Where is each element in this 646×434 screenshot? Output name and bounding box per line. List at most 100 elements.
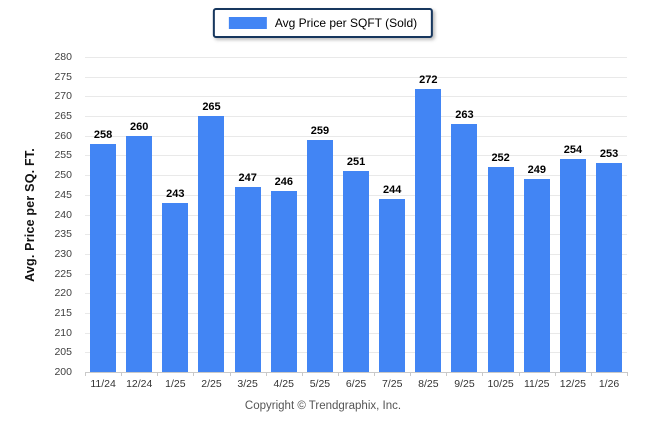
gridline	[85, 76, 627, 78]
bar-11/25	[523, 179, 550, 372]
bar-value-label: 253	[599, 148, 619, 161]
y-tick-label: 215	[54, 306, 72, 319]
gridline	[85, 155, 627, 157]
legend-swatch-icon	[228, 17, 267, 29]
x-axis-tick-labels: 11/24 12/24 1/25 2/25 3/25 4/25 5/25 6/25 7/25 8/…	[85, 378, 627, 390]
x-axis-tickmark	[518, 372, 520, 376]
bar-series: 258 260 243 265 247 246 259 251 244 272 263 252 249 2…	[85, 57, 627, 372]
bar-value-label: 272	[419, 73, 438, 86]
x-axis-tickmark	[193, 372, 195, 376]
bar-7/25	[379, 198, 406, 372]
bar-value-label: 254	[563, 144, 583, 157]
y-tick-label: 230	[54, 247, 72, 260]
x-axis-tickmark	[482, 372, 484, 376]
legend-label: Avg Price per SQFT (Sold)	[274, 16, 418, 30]
y-tick-label: 235	[54, 228, 72, 241]
y-tick-label: 240	[54, 208, 72, 221]
bar-11/24	[90, 143, 117, 372]
x-tick-label: 11/24	[90, 378, 116, 390]
x-tick-label: 11/25	[524, 378, 550, 390]
y-tick-label: 200	[54, 366, 72, 378]
bar-4/25	[270, 190, 297, 372]
y-tick-label: 250	[54, 169, 72, 182]
bar-slot: 249	[519, 57, 555, 372]
bar-slot: 244	[374, 57, 410, 372]
bar-value-label: 260	[130, 120, 149, 133]
x-tick-label: 3/25	[237, 378, 258, 390]
bar-value-label: 244	[383, 183, 402, 196]
y-tick-label: 205	[54, 346, 72, 359]
bar-value-label: 249	[527, 164, 546, 177]
y-tick-label: 225	[54, 267, 72, 280]
bar-value-label: 265	[202, 101, 221, 114]
x-axis-tickmark	[121, 372, 123, 376]
gridline	[85, 96, 627, 98]
bar-12/24	[126, 135, 153, 372]
x-tick-label: 12/25	[559, 378, 587, 390]
x-axis-tickmark	[229, 372, 231, 376]
bar-3/25	[234, 186, 261, 372]
bar-2/25	[198, 116, 225, 372]
y-tick-label: 260	[54, 129, 72, 142]
x-axis-tickmark	[374, 372, 376, 376]
bar-1/25	[162, 202, 189, 372]
x-tick-label: 10/25	[487, 378, 514, 390]
bar-value-label: 252	[491, 152, 510, 165]
y-tick-label: 275	[54, 70, 72, 83]
x-axis-tickmark	[410, 372, 412, 376]
bar-10/25	[487, 167, 514, 372]
bar-slot: 259	[302, 57, 338, 372]
x-tick-label: 12/24	[126, 378, 153, 390]
bar-12/25	[559, 159, 586, 372]
copyright-text: Copyright © Trendgraphix, Inc.	[244, 400, 402, 412]
bar-slot: 246	[266, 57, 302, 372]
x-tick-label: 7/25	[381, 378, 403, 390]
x-axis-tickmark	[554, 372, 556, 376]
bar-value-label: 247	[238, 171, 257, 184]
bar-5/25	[306, 139, 333, 372]
bar-value-label: 263	[455, 108, 474, 121]
bar-slot: 251	[338, 57, 374, 372]
bar-slot: 247	[230, 57, 266, 372]
bar-slot: 263	[446, 57, 482, 372]
y-tick-label: 220	[54, 287, 72, 300]
y-tick-label: 280	[54, 51, 72, 63]
bar-slot: 243	[157, 57, 193, 372]
x-tick-label: 8/25	[418, 378, 439, 390]
gridline	[85, 116, 627, 118]
x-axis-tickmark	[157, 372, 159, 376]
x-axis-tickmark	[85, 372, 86, 376]
x-tick-label: 9/25	[454, 378, 475, 390]
bar-value-label: 251	[346, 156, 366, 169]
x-tick-label: 5/25	[309, 378, 331, 390]
y-tick-label: 245	[54, 188, 72, 201]
y-axis-tick-labels: 280 275 270 265 260 255 250 245 240 235 230 225 220 2…	[0, 51, 78, 378]
gridline	[85, 135, 627, 137]
gridline	[85, 57, 627, 58]
x-axis-line	[85, 372, 627, 373]
y-tick-label: 210	[54, 326, 72, 339]
x-axis-tickmark	[627, 372, 628, 376]
bar-value-label: 259	[310, 124, 330, 137]
bar-8/25	[415, 88, 442, 372]
bar-9/25	[451, 123, 478, 372]
x-axis-tickmark	[301, 372, 303, 376]
y-tick-label: 255	[54, 149, 72, 162]
x-axis-tickmark	[265, 372, 267, 376]
x-axis-tickmark	[337, 372, 339, 376]
bar-slot: 254	[555, 57, 591, 372]
x-tick-label: 2/25	[201, 378, 222, 390]
y-tick-label: 270	[54, 90, 72, 103]
y-tick-label: 265	[54, 110, 72, 123]
legend: Avg Price per SQFT (Sold)	[212, 8, 434, 38]
bar-value-label: 243	[166, 187, 185, 200]
x-tick-label: 1/26	[598, 378, 620, 390]
bar-slot: 265	[193, 57, 229, 372]
x-axis-tickmark	[590, 372, 592, 376]
bar-slot: 252	[483, 57, 519, 372]
bar-value-label: 246	[274, 175, 293, 188]
bar-1/26	[596, 163, 623, 372]
x-tick-label: 6/25	[345, 378, 367, 390]
bar-value-label: 258	[93, 128, 113, 141]
